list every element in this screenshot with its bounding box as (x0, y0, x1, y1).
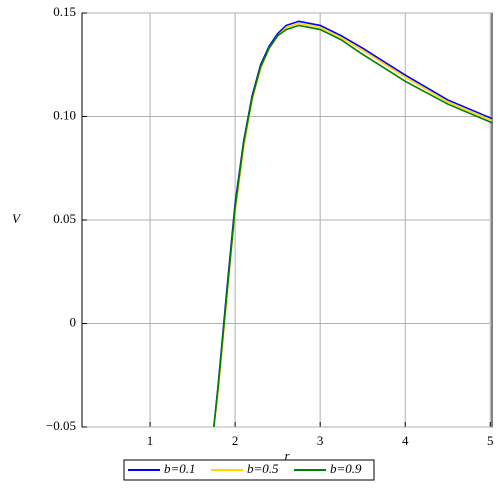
series-line (213, 24, 492, 427)
x-tick-label: 3 (317, 433, 324, 448)
x-tick-label: 2 (232, 433, 239, 448)
legend-label: b=0.1 (164, 461, 196, 476)
y-tick-label: 0 (70, 314, 77, 329)
legend-box (123, 459, 375, 481)
legend-label: b=0.5 (247, 461, 279, 476)
y-tick-label: 0.05 (53, 211, 76, 226)
y-tick-label: 0.15 (53, 4, 76, 19)
y-tick-label: 0.10 (53, 107, 76, 122)
x-tick-label: 5 (487, 433, 494, 448)
series-line (213, 20, 492, 427)
y-tick-label: −0.05 (46, 418, 76, 433)
x-tick-label: 4 (402, 433, 409, 448)
x-axis-label: r (284, 448, 290, 463)
x-tick-label: 1 (147, 433, 154, 448)
y-axis-label: V (12, 211, 22, 226)
legend-label: b=0.9 (330, 461, 362, 476)
